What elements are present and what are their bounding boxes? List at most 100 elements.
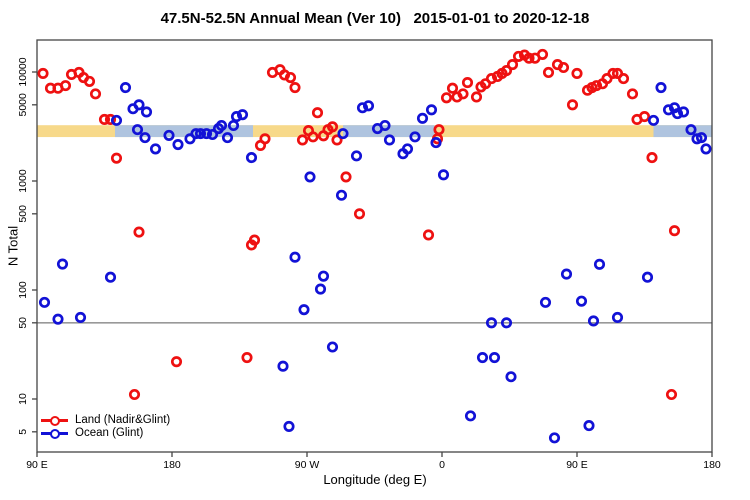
land-data-point <box>307 131 319 143</box>
ocean-data-point <box>437 169 450 181</box>
y-tick-label: 10000 <box>17 57 29 86</box>
y-tick-label: 500 <box>17 205 29 223</box>
x-tick-label: 180 <box>163 459 181 471</box>
ocean-legend-symbol-icon <box>41 428 68 440</box>
ocean-data-point <box>401 143 414 155</box>
ocean-data-point <box>409 131 421 143</box>
land-data-point <box>638 111 651 123</box>
y-tick-label: 50 <box>17 317 29 329</box>
ocean-data-point <box>337 128 349 140</box>
ocean-data-point <box>221 132 234 144</box>
y-tick-label: 10 <box>17 393 29 405</box>
ocean-data-point <box>140 106 153 118</box>
land-data-point <box>110 152 123 164</box>
ocean-data-point <box>425 104 438 116</box>
land-data-point <box>241 352 253 364</box>
x-tick-label: 90 E <box>566 459 588 471</box>
ocean-data-point <box>695 132 708 144</box>
ocean-data-point <box>356 102 369 114</box>
ocean-data-point <box>575 295 588 307</box>
land-data-point <box>607 67 619 79</box>
land-data-point <box>433 124 445 136</box>
legend-row-ocean: Ocean (Glint) <box>41 427 170 440</box>
ocean-data-point <box>587 315 600 327</box>
land-data-point <box>59 80 72 92</box>
ocean-data-point <box>335 189 348 201</box>
ocean-data-point <box>416 112 429 124</box>
ocean-mean-band <box>653 125 712 138</box>
ocean-data-point <box>38 296 51 308</box>
ocean-data-point <box>671 108 684 120</box>
x-tick-label: 0 <box>439 459 445 471</box>
ocean-data-point <box>655 82 667 94</box>
x-axis-title: Longitude (deg E) <box>323 472 427 487</box>
ocean-data-point <box>139 132 151 144</box>
land-data-point <box>133 226 145 238</box>
ocean-data-point <box>277 360 289 372</box>
ocean-data-point <box>236 109 249 121</box>
ocean-data-point <box>685 124 697 136</box>
ocean-data-point <box>194 128 207 140</box>
land-data-point <box>485 73 498 85</box>
ocean-data-point <box>430 137 442 149</box>
ocean-data-point <box>245 152 258 164</box>
ocean-data-point <box>485 317 498 329</box>
land-data-point <box>557 61 570 74</box>
ocean-data-point <box>593 258 606 270</box>
ocean-data-point <box>539 296 552 308</box>
y-axis-title: N Total <box>5 225 21 267</box>
land-data-point <box>457 88 469 100</box>
land-data-point <box>340 171 352 183</box>
ocean-data-point <box>56 258 69 270</box>
land-legend-symbol-icon <box>41 415 68 427</box>
ocean-data-point <box>314 283 327 295</box>
land-data-point <box>665 388 678 401</box>
ocean-data-point <box>548 432 561 444</box>
land-data-point <box>311 107 324 119</box>
legend-label-ocean: Ocean (Glint) <box>75 427 144 439</box>
land-data-point <box>248 234 261 246</box>
ocean-data-point <box>488 352 501 364</box>
ocean-data-point <box>641 271 654 283</box>
ocean-data-point <box>700 143 712 155</box>
land-data-point <box>170 356 183 368</box>
land-data-point <box>128 388 141 401</box>
ocean-data-point <box>677 106 690 118</box>
ocean-data-point <box>131 124 144 136</box>
x-tick-label: 180 <box>703 459 721 471</box>
ocean-mean-band <box>115 125 253 138</box>
land-data-point <box>289 82 301 94</box>
ocean-data-point <box>104 271 117 283</box>
land-data-point <box>523 52 535 64</box>
ocean-data-point <box>283 420 295 432</box>
land-data-point <box>83 75 96 87</box>
ocean-data-point <box>200 128 213 140</box>
plot-border <box>36 39 713 453</box>
ocean-data-point <box>350 150 363 162</box>
land-data-point <box>626 88 639 100</box>
land-data-point <box>331 134 343 146</box>
land-data-point <box>446 82 459 94</box>
ocean-data-point <box>206 128 219 141</box>
ocean-data-point <box>119 82 132 94</box>
ocean-data-point <box>500 317 513 329</box>
land-data-point <box>104 113 117 126</box>
land-data-point <box>590 80 603 92</box>
land-data-point <box>37 67 49 79</box>
y-tick-label: 100 <box>17 281 29 299</box>
ocean-data-point <box>215 119 228 132</box>
land-data-point <box>617 73 630 85</box>
ocean-data-point <box>583 420 595 432</box>
ocean-data-point <box>379 119 391 132</box>
ocean-data-point <box>476 352 489 364</box>
y-tick-label: 5000 <box>17 93 29 117</box>
ocean-data-point <box>133 99 145 111</box>
land-data-point <box>259 133 271 145</box>
land-data-point <box>296 134 309 146</box>
x-tick-label: 90 E <box>26 459 48 471</box>
ocean-data-point <box>149 143 162 155</box>
y-tick-label: 5 <box>17 429 29 435</box>
ocean-data-point <box>298 304 310 316</box>
